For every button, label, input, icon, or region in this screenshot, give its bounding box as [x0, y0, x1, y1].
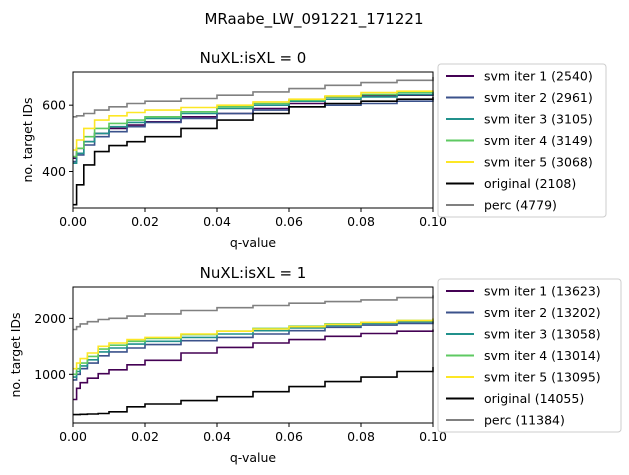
series-line-svm-iter-5-3068: [73, 90, 434, 151]
y-tick-label: 400: [42, 164, 66, 179]
legend-entry: svm iter 5 (3068): [484, 155, 593, 170]
plot-frame: [72, 71, 434, 209]
x-tick-label: 0.06: [275, 214, 303, 229]
y-axis-label: no. target IDs: [8, 312, 23, 397]
series-line-svm-iter-5-13095: [73, 318, 434, 370]
x-tick-label: 0.08: [347, 214, 375, 229]
legend-entry: svm iter 2 (13202): [484, 305, 601, 320]
axis-ticks: 0.00 0.02 0.04 0.06 0.08 0.10 1000 2000: [34, 311, 447, 444]
x-tick-label: 0.02: [131, 214, 159, 229]
x-tick-label: 0.04: [203, 429, 231, 444]
y-tick-label: 600: [42, 98, 66, 113]
series-line-original-14055: [73, 367, 434, 416]
x-tick-label: 0.02: [131, 429, 159, 444]
legend-entry: original (2108): [484, 176, 576, 191]
series-lines: [73, 295, 434, 416]
legend-entry: perc (4779): [484, 198, 557, 213]
y-tick-label: 2000: [34, 311, 66, 326]
x-tick-label: 0.08: [347, 429, 375, 444]
chart-title: NuXL:isXL = 1: [200, 264, 307, 282]
x-tick-label: 0.10: [419, 214, 447, 229]
plot-frame: [72, 286, 434, 424]
x-axis-label: q-value: [230, 450, 277, 465]
y-tick-label: 1000: [34, 367, 66, 382]
legend: svm iter 1 (13623) svm iter 2 (13202) svm …: [437, 278, 622, 433]
legend-entry: svm iter 4 (13014): [484, 348, 601, 363]
legend-entry: svm iter 5 (13095): [484, 370, 601, 385]
x-axis-label: q-value: [230, 235, 277, 250]
figure-title: MRaabe_LW_091221_171221: [204, 10, 423, 29]
legend-entry: original (14055): [484, 391, 584, 406]
legend-entry: svm iter 1 (2540): [484, 69, 593, 84]
legend-entry: svm iter 2 (2961): [484, 90, 593, 105]
series-line-svm-iter-1-13623: [73, 329, 434, 401]
legend-frame: [437, 63, 607, 218]
series-line-perc-4779: [73, 77, 434, 118]
axis-ticks: 0.00 0.02 0.04 0.06 0.08 0.10 400 600: [42, 98, 447, 229]
y-axis-label: no. target IDs: [20, 97, 35, 182]
chart-title: NuXL:isXL = 0: [200, 49, 307, 67]
x-tick-label: 0.06: [275, 429, 303, 444]
legend-entry: svm iter 4 (3149): [484, 133, 593, 148]
subplot-bottom: NuXL:isXL = 1 0.00 0.02 0.04 0.06 0.08 0.10 10…: [8, 264, 622, 465]
legend-frame: [437, 278, 622, 433]
series-line-perc-11384: [73, 295, 434, 331]
subplot-top: NuXL:isXL = 0 0.00 0.02 0.04 0.06 0.08 0.10 40…: [20, 49, 607, 250]
legend-entry: perc (11384): [484, 413, 565, 428]
x-tick-label: 0.00: [59, 429, 87, 444]
x-tick-label: 0.00: [59, 214, 87, 229]
x-tick-label: 0.04: [203, 214, 231, 229]
x-tick-label: 0.10: [419, 429, 447, 444]
series-line-svm-iter-2-13202: [73, 321, 434, 381]
legend-entry: svm iter 3 (13058): [484, 327, 601, 342]
legend-entry: svm iter 1 (13623): [484, 284, 601, 299]
legend-entry: svm iter 3 (3105): [484, 112, 593, 127]
series-line-original-2108: [73, 96, 434, 206]
legend: svm iter 1 (2540) svm iter 2 (2961) svm it…: [437, 63, 607, 218]
series-lines: [73, 77, 434, 206]
series-line-svm-iter-3-13058: [73, 320, 434, 378]
